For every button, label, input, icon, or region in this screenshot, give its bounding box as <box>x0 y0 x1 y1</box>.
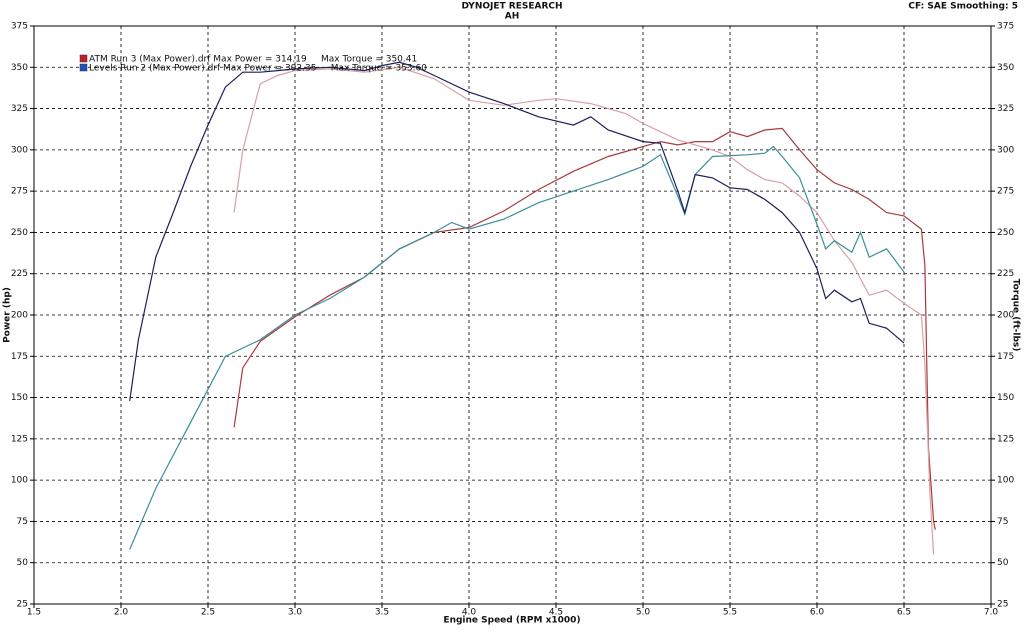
y2-tick-label: 50 <box>997 558 1009 568</box>
y-tick-label: 75 <box>17 517 28 527</box>
x-tick-label: 1.5 <box>27 608 41 618</box>
y-tick-label: 375 <box>11 22 28 32</box>
y-tick-label: 200 <box>11 311 28 321</box>
y2-tick-label: 225 <box>997 269 1014 279</box>
y-tick-label: 175 <box>11 352 28 362</box>
x-tick-label: 6.5 <box>897 608 911 618</box>
x-tick-label: 5.5 <box>723 608 737 618</box>
power-line <box>129 145 905 550</box>
y-tick-label: 300 <box>11 145 28 155</box>
y-tick-label: 350 <box>11 63 28 73</box>
legend-label: ATM Run 3 (Max Power).drf Max Power = 31… <box>89 55 417 65</box>
y-tick-label: 225 <box>11 269 28 279</box>
y2-tick-label: 375 <box>997 22 1014 32</box>
y-tick-label: 125 <box>11 434 28 444</box>
y2-axis-label: Torque (ft-lbs) <box>1011 279 1021 352</box>
y-tick-label: 100 <box>11 476 28 486</box>
y2-tick-label: 100 <box>997 476 1014 486</box>
y-tick-label: 325 <box>11 104 28 114</box>
torque-line <box>233 66 935 555</box>
y-tick-label: 50 <box>17 558 29 568</box>
y-tick-label: 250 <box>11 228 28 238</box>
y2-tick-label: 75 <box>997 517 1008 527</box>
y-tick-label: 275 <box>11 187 28 197</box>
legend-swatch <box>79 63 88 72</box>
power-line <box>233 127 936 530</box>
y-tick-label: 150 <box>11 393 28 403</box>
y2-tick-label: 275 <box>997 187 1014 197</box>
x-axis-label: Engine Speed (RPM x1000) <box>443 616 580 626</box>
corner-note: CF: SAE Smoothing: 5 <box>908 2 1018 12</box>
y2-tick-label: 350 <box>997 63 1014 73</box>
x-tick-label: 2.5 <box>201 608 215 618</box>
chart-title: DYNOJET RESEARCH <box>461 2 562 12</box>
x-tick-label: 4.0 <box>462 608 477 618</box>
y-tick-label: 25 <box>17 600 28 610</box>
y2-tick-label: 200 <box>997 311 1014 321</box>
x-tick-label: 5.0 <box>636 608 651 618</box>
torque-line <box>129 61 905 401</box>
x-tick-label: 6.0 <box>810 608 825 618</box>
y2-tick-label: 175 <box>997 352 1014 362</box>
x-tick-label: 3.5 <box>375 608 389 618</box>
y2-tick-label: 125 <box>997 434 1014 444</box>
y2-tick-label: 325 <box>997 104 1014 114</box>
y-axis-label: Power (hp) <box>3 287 13 343</box>
x-tick-label: 4.5 <box>549 608 563 618</box>
x-tick-label: 7.0 <box>984 608 999 618</box>
y2-tick-label: 300 <box>997 145 1014 155</box>
x-tick-label: 3.0 <box>288 608 303 618</box>
legend-swatch <box>79 54 88 63</box>
y2-tick-label: 25 <box>997 600 1008 610</box>
legend-label: Levels Run 2 (Max Power).drf Max Power =… <box>89 64 427 74</box>
y2-tick-label: 150 <box>997 393 1014 403</box>
y2-tick-label: 250 <box>997 228 1014 238</box>
chart-subtitle: AH <box>505 12 520 22</box>
plot-frame <box>33 25 992 605</box>
x-tick-label: 2.0 <box>114 608 129 618</box>
